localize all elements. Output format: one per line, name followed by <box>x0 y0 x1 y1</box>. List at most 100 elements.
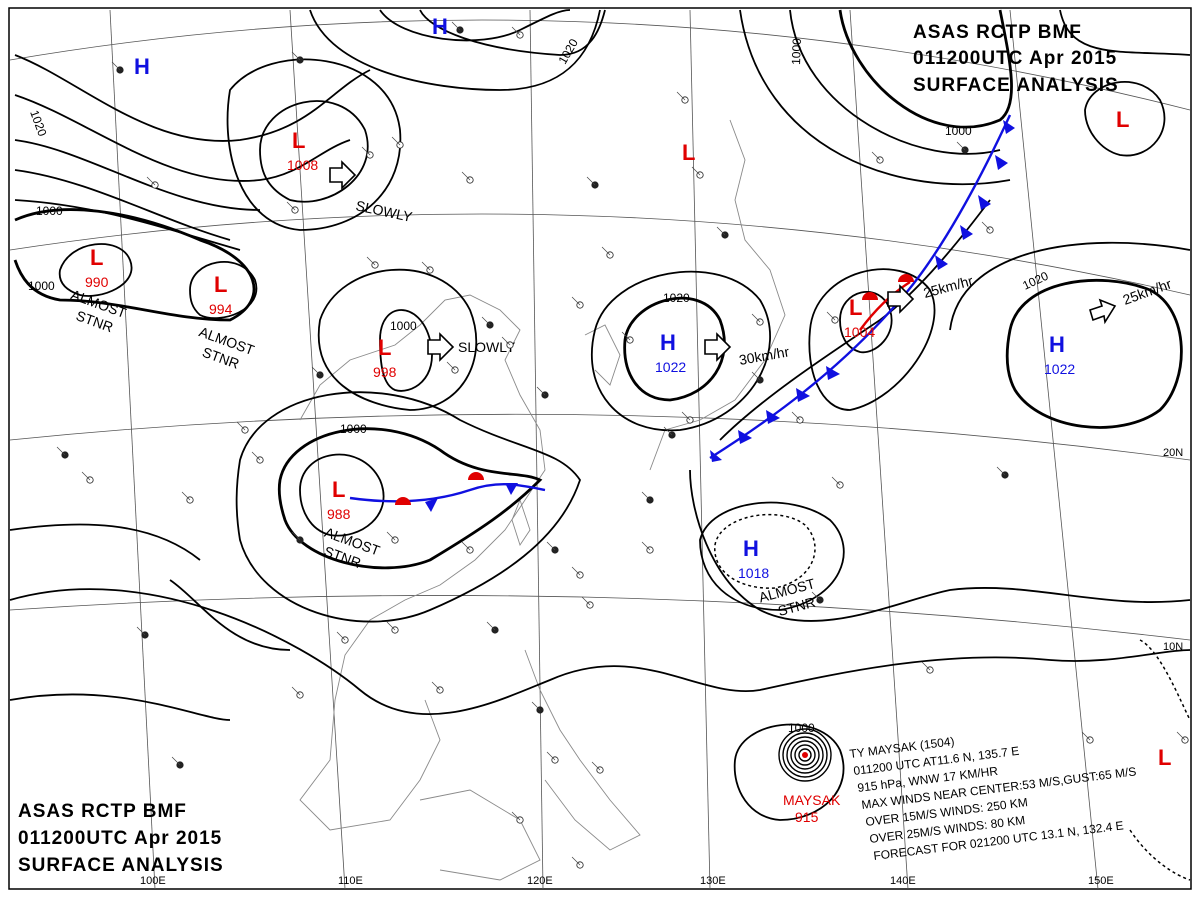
meridian-120e <box>529 9 544 890</box>
low-symbol-8: L <box>682 140 695 165</box>
low-symbol-6: L <box>1116 107 1129 132</box>
high-pressure-13: 1018 <box>738 565 769 581</box>
isobar-1000-ne <box>838 9 1013 129</box>
parallel-30n <box>9 213 1191 296</box>
wind-barb <box>286 201 296 211</box>
svg-text:011200UTC Apr 2015: 011200UTC Apr 2015 <box>18 828 222 849</box>
grid-label-150e: 150E <box>1088 875 1114 887</box>
isobar-south-2 <box>9 693 231 721</box>
wind-barb <box>81 471 91 481</box>
wind-barb <box>691 166 701 176</box>
parallel-10n <box>9 595 1191 641</box>
station-plots <box>56 21 1189 869</box>
isobar-1004-outer <box>808 268 936 411</box>
wind-barb <box>681 411 691 421</box>
wind-barb <box>171 756 181 766</box>
low-pressure-0: 990 <box>85 274 109 290</box>
high-symbol-9: H <box>432 14 448 39</box>
isobar-nw-1 <box>14 54 371 142</box>
coast-borneo <box>419 789 541 881</box>
isobar-nw-4 <box>14 169 231 241</box>
low-symbol-3: L <box>378 335 391 360</box>
wind-barb <box>111 61 121 71</box>
wind-barb <box>511 26 521 36</box>
pressure-systems: L 990 L 994 L 1008 L 998 L 988 L 1004 L L L H H H 1022 H 102… <box>85 14 1171 770</box>
wind-barb <box>311 366 321 376</box>
wind-barb <box>291 686 301 696</box>
wind-barb <box>501 336 511 346</box>
wind-barb <box>581 596 591 606</box>
low-pressure-3: 998 <box>373 364 397 380</box>
motion-label-slowly-1: SLOWLY <box>354 197 414 225</box>
isobar-1018-outer <box>699 501 845 611</box>
isobar-1008-outer <box>226 58 402 231</box>
coastlines <box>299 119 786 881</box>
wind-barb <box>826 311 836 321</box>
wind-barb <box>811 591 821 601</box>
isobar-998-low <box>379 309 433 392</box>
isobar-china-outer <box>235 391 581 623</box>
arrow-998 <box>427 332 455 362</box>
typhoon-core <box>778 728 832 782</box>
isobar-ne-4 <box>1084 81 1166 157</box>
motion-label-slowly-2: SLOWLY <box>458 339 516 355</box>
typhoon-name-label: MAYSAK <box>783 792 841 808</box>
wind-barb <box>431 681 441 691</box>
high-symbol-10: H <box>134 54 150 79</box>
wind-barb <box>181 491 191 501</box>
low-symbol-2: L <box>292 128 305 153</box>
wind-barb <box>921 661 931 671</box>
wind-barb <box>996 466 1006 476</box>
isobar-990-low <box>58 243 133 297</box>
stnr-label-4: ALMOST STNR <box>757 575 817 619</box>
grid-label-100e: 100E <box>140 875 166 887</box>
warm-front-east <box>859 274 914 331</box>
coast-korea <box>584 324 621 386</box>
isobar-label-1000-mid: 1000 <box>390 319 417 333</box>
meridian-100e <box>109 9 156 890</box>
wind-barb <box>751 313 761 323</box>
isobar-se-dotted <box>1129 829 1191 881</box>
isobar-korea-outer <box>590 270 771 432</box>
isobar-ne-3 <box>739 9 1011 186</box>
wind-barb <box>571 296 581 306</box>
isobar-label-1000-ne2: 1000 <box>945 124 972 138</box>
parallel-20n <box>9 413 1191 461</box>
coast-china <box>299 294 546 701</box>
isobar-1020-korea <box>623 296 726 402</box>
wind-barb <box>571 856 581 866</box>
isobar-1000-china <box>277 427 543 570</box>
coast-indochina <box>299 699 441 831</box>
stnr-label-2: ALMOST STNR <box>197 323 257 371</box>
wind-barb <box>791 411 801 421</box>
low-pressure-5: 1004 <box>844 324 875 340</box>
header-top-right: ASAS RCTP BMF 011200UTC Apr 2015 SURFACE… <box>913 22 1119 96</box>
low-pressure-2: 1008 <box>287 157 318 173</box>
wind-barb <box>461 541 471 551</box>
warm-front-china <box>395 472 484 505</box>
low-symbol-7: L <box>1158 745 1171 770</box>
wind-barb <box>451 21 461 31</box>
meridian-110e <box>289 9 346 890</box>
wind-barb <box>831 476 841 486</box>
meridian-130e <box>689 9 711 890</box>
wind-barb <box>421 261 431 271</box>
wind-barb <box>386 531 396 541</box>
isobars <box>9 9 1191 881</box>
high-symbol-11: H <box>660 330 676 355</box>
wind-barb <box>366 256 376 266</box>
isobar-ne-5 <box>1059 9 1191 56</box>
isobar-label-1020-korea: 1020 <box>663 291 690 305</box>
grid-label-130e: 130E <box>700 875 726 887</box>
lat-lon-grid <box>9 9 1191 890</box>
stnr-label-1: ALMOST STNR <box>69 286 129 335</box>
isobar-1022-east <box>1005 279 1183 429</box>
wind-barb <box>486 621 496 631</box>
svg-text:SURFACE ANALYSIS: SURFACE ANALYSIS <box>913 75 1119 96</box>
high-pressure-11: 1022 <box>655 359 686 375</box>
wind-barb <box>511 811 521 821</box>
svg-text:SURFACE ANALYSIS: SURFACE ANALYSIS <box>18 855 224 876</box>
isobar-label-1000-w: 1000 <box>28 279 55 293</box>
isobar-1000-typhoon <box>733 723 845 821</box>
